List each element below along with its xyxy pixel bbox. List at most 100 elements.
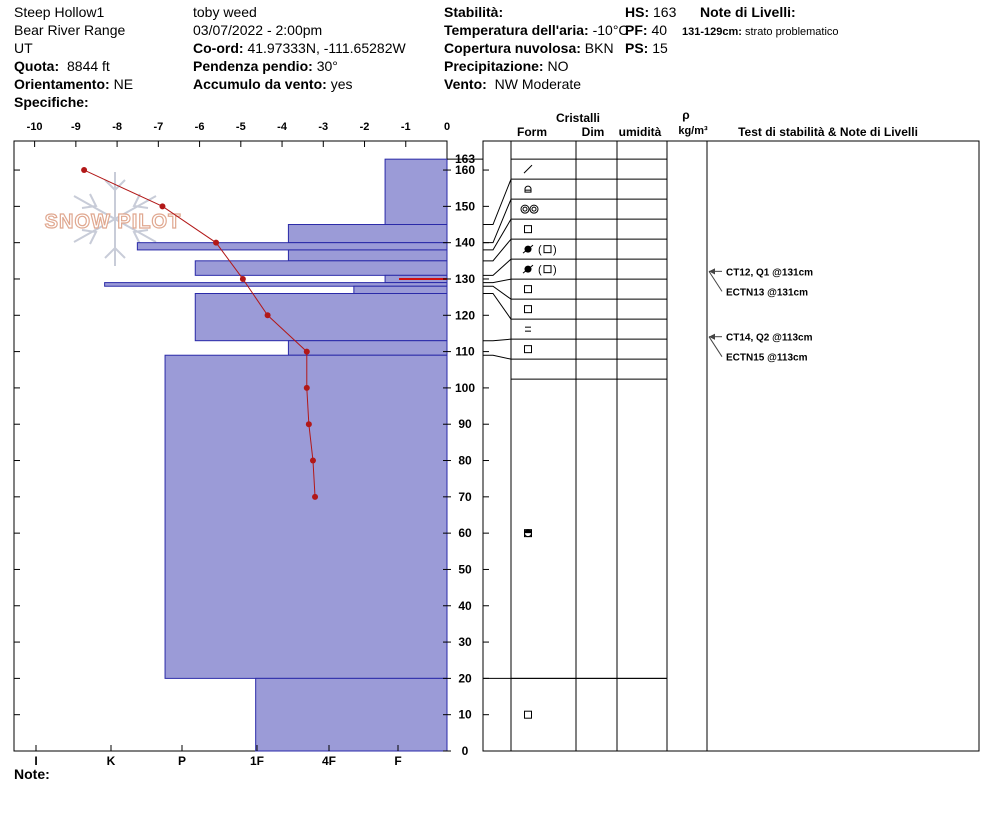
copertura-value: BKN <box>584 40 614 56</box>
note-label: Note: <box>14 766 50 782</box>
layer-table-frame <box>482 140 980 752</box>
layer-rows <box>511 158 667 679</box>
layer-connector-8 <box>483 293 512 320</box>
temperature-point-8 <box>309 457 316 464</box>
temperature-point-1 <box>159 203 166 210</box>
hardness-tick-label-3: 1F <box>250 754 264 768</box>
ps-value: 15 <box>652 40 668 56</box>
hardness-layer-6 <box>104 282 448 287</box>
square-icon <box>524 225 532 234</box>
hardness-layer-9 <box>287 340 448 356</box>
col-tests: Test di stabilità & Note di Livelli <box>738 125 918 139</box>
temperature-line <box>83 169 316 497</box>
note-livelli-row: 131-129cm: strato problematico <box>682 23 839 41</box>
pendenza-row: Pendenza pendio: 30° <box>193 57 338 75</box>
test-arrow-0-1 <box>708 271 723 292</box>
temp-tick-label-1: -9 <box>71 121 81 133</box>
square-icon <box>524 285 532 294</box>
layer-connector-10 <box>483 354 512 360</box>
hs-row: HS: 163 <box>625 3 676 21</box>
depth-tick-label-13: 130 <box>455 272 475 286</box>
hardness-tick-label-0: I <box>34 754 37 768</box>
vento-label: Vento: <box>444 76 487 92</box>
state: UT <box>14 40 33 56</box>
temp-tick-label-4: -6 <box>195 121 205 133</box>
temp-tick-label-7: -3 <box>318 121 328 133</box>
depth-tick-label-1: 10 <box>458 708 472 722</box>
watermark-text: SNOW PILOT <box>45 211 182 233</box>
precip-value: NO <box>547 58 569 74</box>
test-arrow-1-1 <box>708 336 723 357</box>
grain-form-11-square-icon <box>524 710 532 719</box>
temperature-point-4 <box>264 312 271 319</box>
note-livelli-label: Note di Livelli: <box>700 4 796 20</box>
paren-close-icon: ) <box>553 244 557 256</box>
col-form: Form <box>517 125 547 139</box>
col-rho-unit: kg/m³ <box>678 125 708 137</box>
hardness-layers <box>104 158 448 752</box>
grain-form-2-double-circle-icon <box>520 204 539 214</box>
grain-form-0-slash-icon <box>523 164 533 174</box>
orient-label: Orientamento: <box>14 76 110 92</box>
specifiche-label: Specifiche: <box>14 94 89 110</box>
hardness-layer-0 <box>384 158 448 226</box>
depth-tick-label-0: 0 <box>462 744 469 758</box>
hardness-layer-4 <box>194 260 448 276</box>
temperature-axis: -10 -9 -8 -7 -6 -5 -4 -3 -2 -1 0 <box>27 121 450 147</box>
accumulo-label: Accumulo da vento: <box>193 76 327 92</box>
location: Steep Hollow1 <box>14 4 105 20</box>
depth-tick-label-12: 120 <box>455 308 475 322</box>
square-icon <box>524 345 532 354</box>
temperature-profile <box>81 167 319 500</box>
temperature-point-5 <box>303 348 310 355</box>
hardness-layer-1 <box>287 224 448 244</box>
grain-form-5-bullet-square-icon: () <box>522 264 557 276</box>
grain-form-1-round-cap-icon <box>524 185 532 193</box>
layer-connector-7 <box>483 285 512 300</box>
hardness-tick-label-4: 4F <box>322 754 336 768</box>
grain-form-3-square-icon <box>524 225 532 234</box>
square-icon <box>543 265 552 274</box>
paren-open-icon: ( <box>538 244 542 256</box>
coord-row: Co-ord: 41.97333N, -111.65282W <box>193 39 406 57</box>
stabilita-label: Stabilità: <box>444 4 504 20</box>
range: Bear River Range <box>14 22 126 38</box>
pf-value: 40 <box>651 22 668 38</box>
pf-label: PF: <box>625 22 648 38</box>
layer-connector-2 <box>483 198 512 244</box>
temperature-point-3 <box>239 275 246 282</box>
precip-row: Precipitazione: NO <box>444 57 568 75</box>
temp-row: Temperatura dell'aria: -10°C <box>444 21 629 39</box>
hardness-tick-label-1: K <box>107 754 116 768</box>
circle-inner-icon <box>531 206 537 212</box>
grain-form-7-square-icon <box>524 305 532 314</box>
layer-connector-9 <box>483 338 512 342</box>
temp-tick-label-8: -2 <box>360 121 370 133</box>
ps-row: PS: 15 <box>625 39 668 57</box>
depth-tick-label-10: 100 <box>455 381 475 395</box>
hs-label: HS: <box>625 4 650 20</box>
hardness-layer-8 <box>194 293 448 342</box>
test-label-1-0: CT14, Q2 @113cm <box>726 333 813 344</box>
depth-tick-label-11: 110 <box>455 345 475 359</box>
slash-icon <box>523 164 533 174</box>
snowflake-icon <box>73 172 157 266</box>
hardness-tick-label-5: F <box>394 754 401 768</box>
pf-row: PF: 40 <box>625 21 667 39</box>
hardness-layer-11 <box>255 677 448 752</box>
accumulo-row: Accumulo da vento: yes <box>193 75 352 93</box>
temp-tick-label-0: -10 <box>27 121 43 133</box>
depth-tick-label-8: 80 <box>458 454 472 468</box>
pendenza-label: Pendenza pendio: <box>193 58 313 74</box>
grain-forms: () () <box>520 164 557 719</box>
col-dim: Dim <box>582 125 605 139</box>
hardness-layer-10 <box>164 354 448 679</box>
rounded-facet-icon <box>524 185 532 193</box>
depth-tick-label-16: 160 <box>455 163 475 177</box>
hardness-layer-7 <box>353 285 448 295</box>
coord-label: Co-ord: <box>193 40 244 56</box>
copertura-label: Copertura nuvolosa: <box>444 40 581 56</box>
stability-tests: CT12, Q1 @131cm ECTN13 @131cm CT14, Q2 @11… <box>708 267 813 364</box>
depth-tick-label-5: 50 <box>458 562 472 576</box>
